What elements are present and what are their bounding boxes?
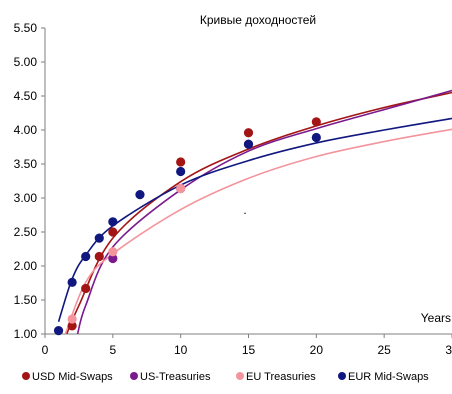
y-tick-label: 3.00 (14, 191, 38, 205)
trendlines-group (57, 89, 452, 334)
x-tick-label: 3 (445, 343, 452, 357)
usd-mid-swaps-data-point (108, 227, 118, 237)
axes-group: 1.001.502.002.503.003.504.004.505.005.50… (14, 21, 452, 357)
us-treasuries-legend-marker (130, 372, 138, 380)
eur-mid-swaps-data-point (81, 251, 91, 262)
y-tick-label: 2.50 (14, 225, 38, 239)
y-tick-label: 1.50 (14, 293, 38, 307)
usd-mid-swaps-data-point (176, 157, 186, 167)
usd-mid-swaps-data-point (81, 283, 91, 294)
eur-mid-swaps-data-point (243, 139, 254, 149)
eu-treasuries-legend-label: EU Treasuries (246, 371, 316, 383)
legend-group: USD Mid-Swaps US-Treasuries EU Treasuries E… (22, 371, 429, 383)
us-treasuries-trendline (76, 89, 452, 334)
eur-mid-swaps-trendline (57, 117, 452, 323)
eur-mid-swaps-data-point (53, 326, 64, 336)
eur-mid-swaps-legend-marker (338, 372, 346, 380)
usd-mid-swaps-data-point (311, 117, 321, 127)
y-tick-label: 1.00 (14, 327, 38, 341)
usd-mid-swaps-legend-marker (22, 372, 30, 380)
usd-mid-swaps-data-point (243, 128, 254, 138)
y-tick-label: 4.00 (14, 123, 38, 137)
eur-mid-swaps-data-point (108, 217, 118, 227)
eur-mid-swaps-data-point (176, 166, 186, 177)
us-treasuries-data-point (108, 253, 118, 264)
y-tick-label: 3.50 (14, 157, 38, 171)
x-tick-label: 15 (242, 343, 256, 357)
eu-treasuries-trendline (64, 128, 452, 334)
eur-mid-swaps-data-point (311, 132, 321, 143)
stray-dot-mark: . (243, 203, 246, 217)
x-tick-label: 10 (174, 343, 188, 357)
us-treasuries-legend-label: US-Treasuries (140, 371, 211, 383)
x-tick-label: 5 (109, 343, 116, 357)
eur-mid-swaps-legend-label: EUR Mid-Swaps (348, 371, 429, 383)
eur-mid-swaps-data-point (94, 233, 104, 243)
eu-treasuries-data-point (67, 314, 77, 324)
eu-treasuries-data-point (108, 247, 118, 257)
chart-title: Кривые доходностей (200, 13, 316, 27)
x-tick-label: 25 (377, 343, 391, 357)
usd-mid-swaps-legend-label: USD Mid-Swaps (32, 371, 113, 383)
eur-mid-swaps-data-point (135, 190, 145, 200)
data-points-group (53, 117, 321, 336)
x-axis-label: Years (421, 311, 451, 325)
y-tick-label: 4.50 (14, 89, 38, 103)
y-tick-label: 5.50 (14, 21, 38, 35)
usd-mid-swaps-data-point (67, 321, 77, 331)
x-tick-label: 0 (42, 343, 49, 357)
usd-mid-swaps-trendline (65, 91, 452, 334)
y-tick-label: 2.00 (14, 259, 38, 273)
eu-treasuries-legend-marker (236, 372, 244, 380)
y-tick-label: 5.00 (14, 55, 38, 69)
usd-mid-swaps-data-point (94, 251, 104, 262)
x-tick-label: 20 (310, 343, 324, 357)
eu-treasuries-data-point (176, 183, 186, 194)
eur-mid-swaps-data-point (67, 277, 77, 287)
